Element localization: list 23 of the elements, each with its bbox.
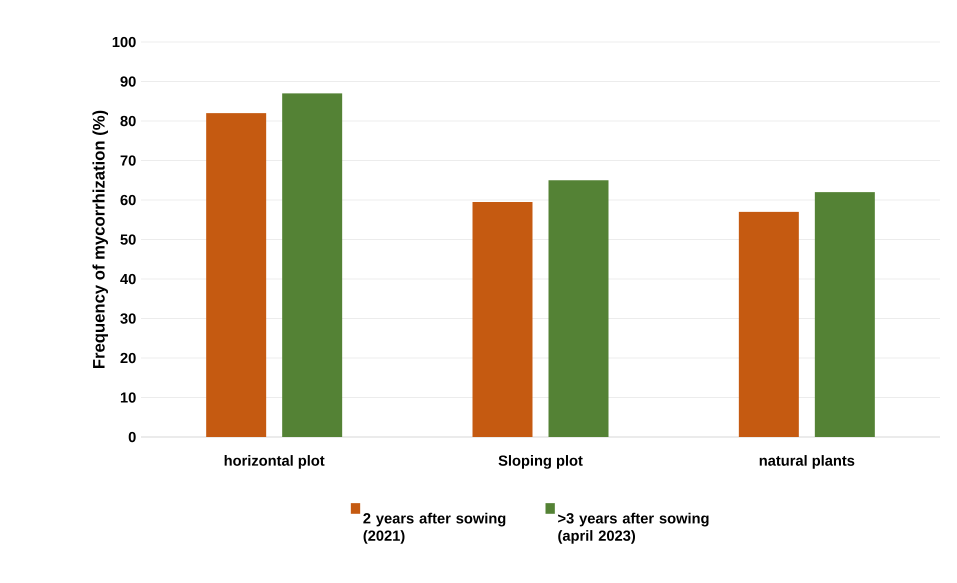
x-tick-label: horizontal plot: [224, 455, 325, 469]
legend-label: >3 years after sowing (april 2023): [558, 512, 709, 544]
x-tick-label: natural plants: [760, 455, 854, 469]
y-tick-label: 40: [120, 274, 136, 284]
y-tick-label: 90: [120, 76, 136, 87]
bar: [472, 202, 533, 437]
y-tick-label: 60: [120, 194, 136, 206]
y-tick-label: 50: [120, 234, 136, 245]
bar: [738, 212, 799, 437]
y-tick-label: 80: [120, 116, 136, 126]
y-axis-title: Frequency of mycorrhization (%): [92, 110, 108, 368]
y-tick-label: 10: [120, 392, 136, 403]
y-tick-label: 100: [112, 36, 136, 48]
bar: [814, 192, 875, 437]
bar: [548, 180, 609, 437]
bar: [282, 93, 342, 437]
bar: [206, 113, 266, 437]
y-tick-label: 70: [120, 155, 136, 166]
x-tick-label: Sloping plot: [498, 455, 583, 469]
legend-label: 2 years after sowing (2021): [363, 512, 506, 544]
y-tick-label: 20: [120, 352, 136, 364]
y-tick-label: 0: [128, 432, 136, 442]
y-tick-label: 30: [120, 313, 136, 324]
